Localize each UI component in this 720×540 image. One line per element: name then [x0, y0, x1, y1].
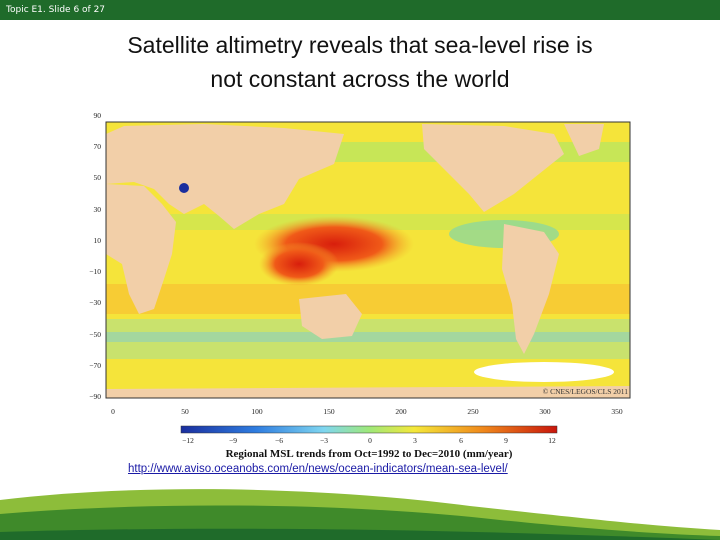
lat-tick: 70 [94, 142, 102, 151]
colorbar-tick: 0 [368, 436, 372, 445]
slide-counter: Topic E1. Slide 6 of 27 [0, 0, 720, 20]
lon-tick: 300 [539, 407, 551, 416]
lat-tick: −70 [89, 361, 101, 370]
map-area [106, 122, 630, 398]
land-north-america [422, 124, 564, 212]
lon-tick: 150 [323, 407, 335, 416]
title-line-2: not constant across the world [210, 66, 510, 92]
source-link[interactable]: http://www.aviso.oceanobs.com/en/news/oc… [128, 463, 508, 475]
sea-level-trend-map: 90 70 50 30 10 −10 −30 −50 −70 −90 0 50 … [89, 111, 631, 460]
colorbar-tick: 9 [504, 436, 508, 445]
colorbar-tick: −12 [182, 436, 194, 445]
map-credit: © CNES/LEGOS/CLS 2011 [543, 387, 629, 396]
colorbar-tick: −6 [275, 436, 283, 445]
lon-tick: 100 [251, 407, 263, 416]
land-australia [299, 294, 362, 339]
colorbar-tick: −3 [320, 436, 328, 445]
lat-tick: −90 [89, 392, 101, 401]
colorbar-tick: 6 [459, 436, 463, 445]
colorbar-tick: −9 [229, 436, 237, 445]
caspian-sea [179, 183, 189, 193]
lat-tick: −30 [89, 298, 101, 307]
lat-tick: 30 [94, 205, 102, 214]
antarctic-ice [474, 362, 614, 382]
lon-tick: 200 [395, 407, 407, 416]
footer-swoosh [0, 489, 720, 540]
colorbar-caption: Regional MSL trends from Oct=1992 to Dec… [226, 448, 513, 460]
colorbar-tick: 12 [548, 436, 556, 445]
lat-tick: 50 [94, 173, 102, 182]
land-eurasia [106, 124, 344, 229]
title-line-1: Satellite altimetry reveals that sea-lev… [127, 32, 593, 58]
lon-tick: 50 [181, 407, 189, 416]
colorbar [180, 425, 558, 434]
lat-tick: 90 [94, 111, 102, 120]
land-antarctica [106, 386, 630, 398]
land-greenland [564, 124, 604, 156]
colorbar-tick: 3 [413, 436, 417, 445]
lon-tick: 350 [611, 407, 623, 416]
lat-tick: −10 [89, 267, 101, 276]
lon-tick: 250 [467, 407, 479, 416]
slide-title: Satellite altimetry reveals that sea-lev… [60, 28, 660, 96]
land-africa [106, 184, 176, 314]
lon-tick: 0 [111, 407, 115, 416]
lat-tick: −50 [89, 330, 101, 339]
lat-tick: 10 [94, 236, 102, 245]
land-south-america [502, 224, 559, 354]
